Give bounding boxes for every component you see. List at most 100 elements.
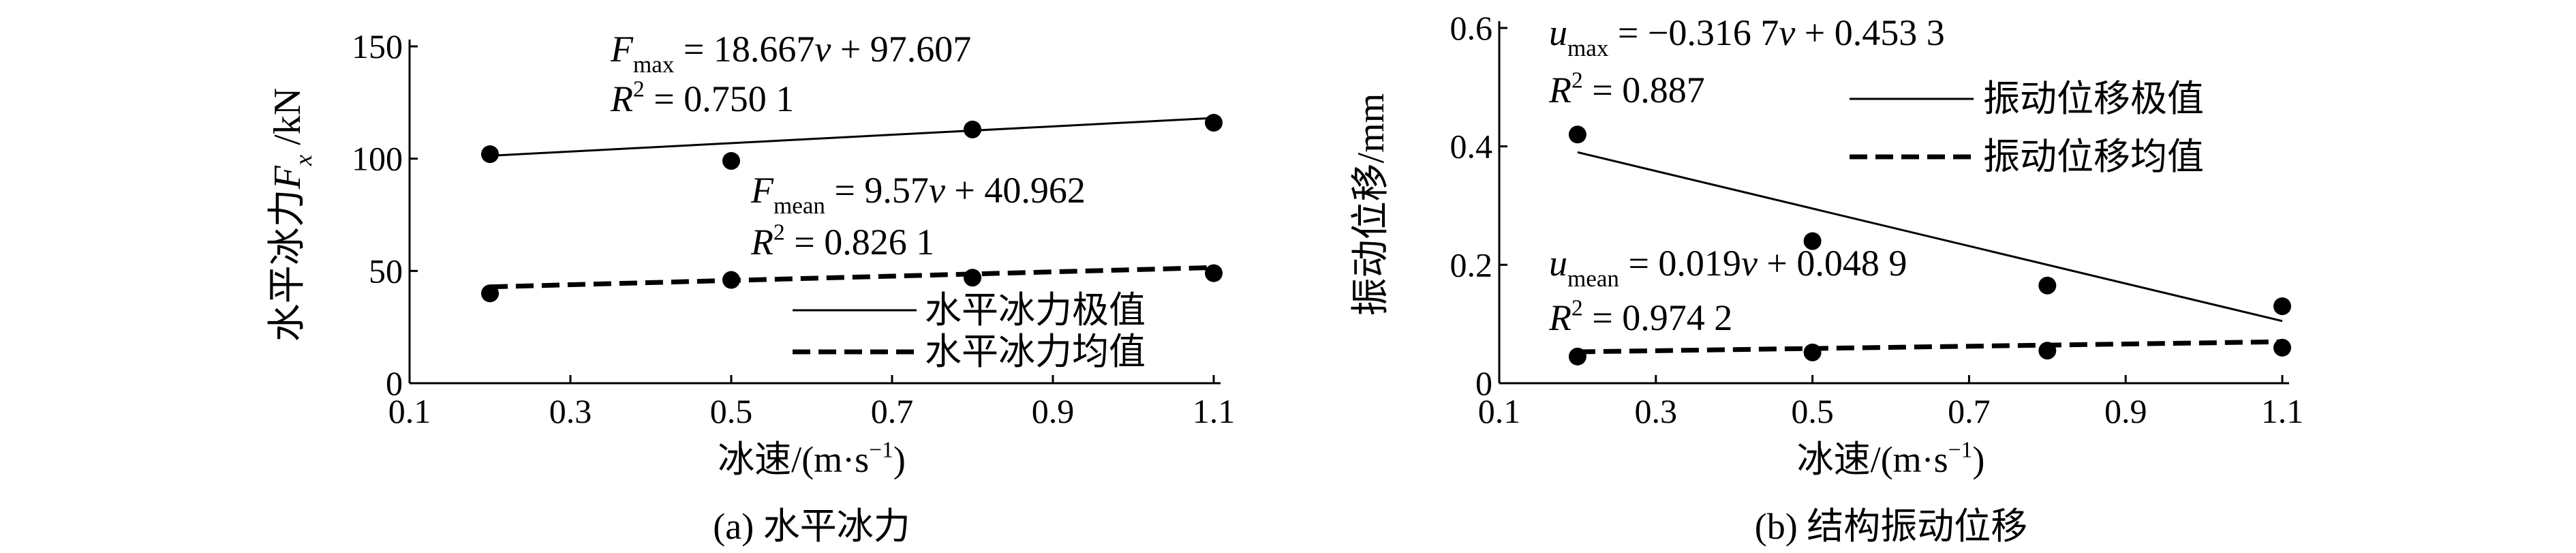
legend-label: 振动位移均值 [1983, 136, 2204, 177]
caption: (a) 水平冰力 [713, 506, 910, 547]
annotation: umax = −0.316 7v + 0.453 3 [1549, 12, 1945, 61]
y-axis-label: 振动位移/mm [1350, 93, 1392, 316]
y-tick-label: 150 [352, 27, 403, 65]
y-tick-label: 100 [352, 140, 403, 178]
x-tick-label: 0.1 [388, 392, 431, 430]
x-tick-label: 1.1 [2261, 392, 2304, 430]
y-tick-label: 0.6 [1450, 9, 1493, 47]
text-part: −1 [1948, 437, 1973, 462]
text-part: −1 [869, 437, 893, 462]
legend-label: 振动位移极值 [1983, 78, 2204, 119]
y-tick-label: 0 [1475, 364, 1492, 402]
x-tick-label: 0.9 [1032, 392, 1075, 430]
data-point [964, 269, 981, 287]
text-part: 2 [1571, 68, 1583, 93]
text-part: = −0.316 7 [1608, 12, 1779, 53]
legend-label: 水平冰力极值 [925, 290, 1146, 331]
text-part: = 18.667 [674, 29, 814, 70]
data-point [722, 151, 740, 170]
data-point [722, 271, 740, 289]
fit-line [1577, 151, 2283, 323]
text-part: v [814, 29, 831, 70]
text-part: R [610, 78, 633, 119]
text-part: 振动位移/mm [1350, 93, 1392, 316]
text-part: + 0.048 9 [1758, 243, 1907, 284]
data-point [2273, 338, 2291, 357]
x-tick-label: 0.7 [1948, 392, 1991, 430]
fit-line [489, 265, 1214, 290]
annotation: R2 = 0.887 [1548, 68, 1705, 110]
text-part: = 0.974 2 [1583, 297, 1732, 338]
data-point [2273, 297, 2291, 316]
text-part: mean [1567, 265, 1619, 292]
data-point [1568, 125, 1586, 144]
data-point [481, 284, 499, 303]
y-axis-label: 水平冰力Fx /kN [266, 88, 317, 342]
text-part: + 0.453 3 [1795, 12, 1944, 53]
fit-line [1577, 339, 2283, 355]
x-tick-label: 0.5 [710, 392, 753, 430]
text-part: + 40.962 [945, 170, 1086, 211]
x-axis-label: 冰速/(m·s−1) [1797, 437, 1985, 480]
annotation: Fmean = 9.57v + 40.962 [750, 170, 1086, 219]
annotation: R2 = 0.750 1 [610, 76, 794, 119]
annotation: R2 = 0.974 2 [1548, 295, 1732, 338]
y-tick-label: 0 [386, 364, 403, 402]
x-tick-label: 0.9 [2104, 392, 2147, 430]
text-part: v [1741, 243, 1758, 284]
text-part: 2 [633, 76, 645, 102]
text-part: + 97.607 [831, 29, 971, 70]
x-tick-label: 0.3 [1635, 392, 1678, 430]
text-part: max [633, 51, 675, 78]
text-part: max [1567, 35, 1609, 61]
caption: (b) 结构振动位移 [1755, 506, 2027, 547]
text-part: v [1779, 12, 1795, 53]
data-point [964, 120, 981, 138]
data-point [481, 145, 499, 164]
x-tick-label: 0.7 [871, 392, 914, 430]
data-point [2038, 342, 2057, 360]
text-part: 水平冰力 [266, 189, 309, 342]
annotation: R2 = 0.826 1 [750, 220, 934, 263]
text-part: R [1548, 70, 1571, 110]
text-part: = 0.750 1 [645, 78, 794, 119]
text-part: R [750, 222, 773, 263]
annotation: Fmax = 18.667v + 97.607 [610, 29, 971, 78]
text-part: mean [773, 192, 825, 219]
text-part: 2 [1571, 295, 1583, 320]
text-part: F [750, 170, 774, 211]
y-tick-label: 50 [369, 252, 403, 290]
legend-label: 水平冰力均值 [925, 331, 1146, 372]
text-part: u [1549, 12, 1567, 53]
text-part: 冰速/(m·s [718, 439, 869, 480]
x-tick-label: 0.3 [549, 392, 592, 430]
text-part: = 0.019 [1619, 243, 1741, 284]
x-tick-label: 0.5 [1791, 392, 1834, 430]
data-point [1568, 347, 1586, 365]
data-point [1205, 113, 1223, 132]
x-tick-label: 0.1 [1478, 392, 1521, 430]
data-point [1803, 232, 1822, 250]
text-part: x [290, 155, 317, 166]
text-part: = 0.826 1 [785, 222, 934, 263]
text-part: /kN [266, 88, 309, 155]
fit-line [489, 117, 1214, 157]
text-part: v [929, 170, 945, 211]
text-part: R [1548, 297, 1571, 338]
x-tick-label: 1.1 [1193, 392, 1236, 430]
text-part: u [1549, 243, 1567, 284]
text-part: 2 [773, 220, 785, 245]
data-point [1205, 264, 1223, 282]
text-part: = 0.887 [1583, 70, 1705, 110]
text-part: = 9.57 [825, 170, 929, 211]
x-axis-label: 冰速/(m·s−1) [718, 437, 906, 480]
data-point [1803, 343, 1822, 361]
text-part: F [266, 165, 309, 190]
text-part: 冰速/(m·s [1797, 439, 1948, 480]
text-part: ) [1972, 439, 1984, 480]
y-tick-label: 0.4 [1450, 128, 1493, 166]
annotation: umean = 0.019v + 0.048 9 [1549, 243, 1907, 292]
data-point [2038, 276, 2057, 295]
text-part: F [610, 29, 634, 70]
